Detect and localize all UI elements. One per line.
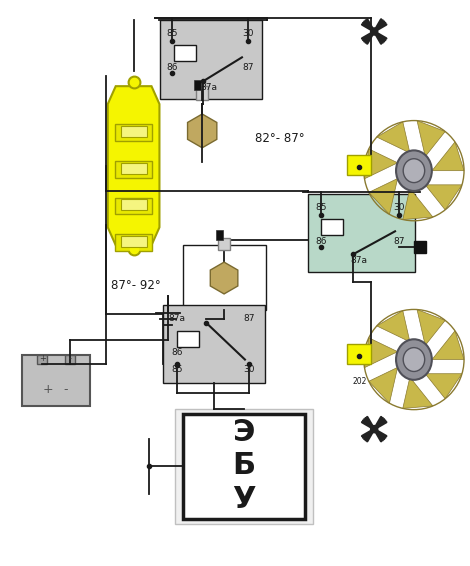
Bar — [160, 20, 262, 99]
Text: 87°- 92°: 87°- 92° — [111, 280, 160, 293]
Bar — [22, 354, 90, 406]
Bar — [121, 162, 147, 174]
Polygon shape — [425, 185, 462, 210]
Ellipse shape — [403, 348, 425, 371]
Polygon shape — [425, 374, 462, 398]
Polygon shape — [403, 377, 433, 409]
Text: 87: 87 — [242, 63, 254, 72]
Polygon shape — [417, 310, 445, 345]
Bar — [307, 194, 415, 272]
Text: 86: 86 — [172, 348, 183, 357]
Text: 87: 87 — [393, 237, 405, 246]
Bar — [321, 220, 344, 235]
Bar — [347, 344, 371, 363]
Polygon shape — [377, 122, 410, 153]
Text: 87a: 87a — [201, 83, 218, 92]
Bar — [347, 155, 371, 175]
Polygon shape — [108, 86, 159, 245]
Bar — [65, 354, 75, 363]
Bar — [183, 414, 305, 518]
Text: 86: 86 — [167, 63, 178, 72]
Text: 87a: 87a — [169, 314, 186, 323]
Ellipse shape — [403, 158, 425, 183]
Polygon shape — [377, 311, 410, 342]
Bar — [175, 409, 313, 524]
Text: 86: 86 — [316, 237, 327, 246]
Bar — [177, 331, 199, 346]
Polygon shape — [210, 262, 238, 294]
Bar — [194, 80, 201, 90]
Polygon shape — [432, 331, 464, 359]
Text: 85: 85 — [167, 29, 178, 38]
Bar — [121, 236, 147, 247]
Polygon shape — [369, 367, 398, 403]
Bar — [37, 354, 47, 363]
Polygon shape — [365, 338, 398, 368]
Circle shape — [370, 28, 378, 35]
Polygon shape — [417, 121, 445, 156]
Bar — [115, 234, 152, 251]
Bar — [121, 199, 147, 211]
Bar — [196, 86, 208, 100]
Polygon shape — [369, 178, 398, 215]
Text: +: + — [43, 383, 54, 396]
Text: 202: 202 — [352, 377, 367, 386]
Text: 30: 30 — [242, 29, 254, 38]
Bar — [183, 245, 266, 310]
Text: 82°- 87°: 82°- 87° — [255, 132, 305, 145]
Polygon shape — [188, 114, 217, 148]
Bar — [216, 230, 223, 240]
Circle shape — [370, 426, 378, 433]
Text: 87: 87 — [243, 314, 255, 323]
Bar — [115, 124, 152, 141]
Bar — [164, 305, 265, 383]
Polygon shape — [403, 188, 433, 220]
Text: 85: 85 — [172, 365, 183, 374]
Bar — [115, 161, 152, 178]
Text: 85: 85 — [316, 203, 327, 212]
Bar — [218, 238, 230, 250]
Text: Э
Б
У: Э Б У — [232, 418, 256, 514]
Text: 30: 30 — [393, 203, 405, 212]
Ellipse shape — [396, 151, 432, 191]
Polygon shape — [432, 142, 464, 171]
Bar — [115, 198, 152, 215]
Text: -: - — [69, 354, 71, 363]
Text: -: - — [64, 383, 68, 396]
Bar — [174, 45, 196, 61]
Bar — [121, 126, 147, 137]
Text: 30: 30 — [243, 365, 255, 374]
Ellipse shape — [396, 339, 432, 380]
Text: +: + — [39, 354, 46, 363]
Text: 87a: 87a — [351, 256, 368, 265]
Polygon shape — [365, 149, 398, 179]
